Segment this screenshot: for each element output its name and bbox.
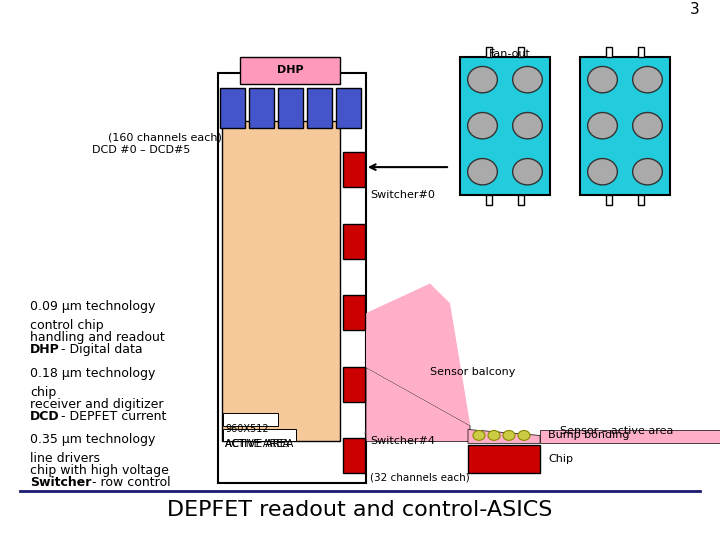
Text: Chip: Chip bbox=[548, 454, 573, 464]
Text: 0.09 μm technology: 0.09 μm technology bbox=[30, 300, 156, 313]
Text: - Digital data: - Digital data bbox=[57, 343, 143, 356]
Bar bbox=[220, 88, 245, 127]
Ellipse shape bbox=[633, 66, 662, 93]
Text: 960X512: 960X512 bbox=[225, 423, 269, 434]
Text: - DEPFET current: - DEPFET current bbox=[57, 410, 166, 423]
Ellipse shape bbox=[468, 159, 498, 185]
Text: Fan-out: Fan-out bbox=[489, 49, 531, 59]
Ellipse shape bbox=[488, 430, 500, 440]
Text: Sensor – active area: Sensor – active area bbox=[560, 426, 673, 436]
Text: DCD: DCD bbox=[30, 410, 60, 423]
Ellipse shape bbox=[633, 112, 662, 139]
Bar bbox=[486, 47, 492, 57]
Ellipse shape bbox=[513, 112, 542, 139]
Ellipse shape bbox=[468, 112, 498, 139]
Ellipse shape bbox=[513, 159, 542, 185]
Text: 3: 3 bbox=[690, 2, 700, 17]
Text: DHP: DHP bbox=[276, 65, 303, 76]
Bar bbox=[638, 195, 644, 205]
Text: ACTIVE AREA: ACTIVE AREA bbox=[225, 440, 289, 449]
Bar bbox=[540, 429, 720, 443]
Bar bbox=[218, 73, 366, 483]
Polygon shape bbox=[366, 367, 470, 441]
Bar bbox=[343, 367, 365, 402]
Bar bbox=[518, 47, 524, 57]
Text: chip with high voltage: chip with high voltage bbox=[30, 464, 169, 477]
Text: 0.18 μm technology: 0.18 μm technology bbox=[30, 367, 156, 380]
Ellipse shape bbox=[588, 112, 617, 139]
Bar bbox=[278, 88, 303, 127]
Bar bbox=[518, 195, 524, 205]
Text: Bump bonding: Bump bonding bbox=[548, 430, 629, 441]
Ellipse shape bbox=[633, 159, 662, 185]
Text: (160 channels each): (160 channels each) bbox=[108, 133, 222, 143]
Bar bbox=[222, 121, 340, 441]
Text: (32 channels each): (32 channels each) bbox=[370, 473, 469, 483]
Bar bbox=[343, 152, 365, 187]
Bar bbox=[343, 295, 365, 330]
Bar bbox=[460, 57, 550, 195]
Text: Sensor balcony: Sensor balcony bbox=[430, 367, 516, 377]
Bar bbox=[240, 57, 340, 84]
Bar bbox=[638, 47, 644, 57]
Text: Switcher#4: Switcher#4 bbox=[370, 436, 435, 447]
Ellipse shape bbox=[518, 430, 530, 440]
Ellipse shape bbox=[468, 66, 498, 93]
Bar bbox=[223, 429, 296, 441]
Text: control chip: control chip bbox=[30, 319, 104, 332]
Polygon shape bbox=[366, 284, 470, 426]
Bar bbox=[468, 446, 540, 473]
Ellipse shape bbox=[588, 159, 617, 185]
Text: receiver and digitizer: receiver and digitizer bbox=[30, 398, 163, 411]
Ellipse shape bbox=[473, 430, 485, 440]
Bar bbox=[606, 195, 612, 205]
Ellipse shape bbox=[503, 430, 515, 440]
Bar bbox=[343, 224, 365, 259]
Polygon shape bbox=[365, 397, 468, 434]
Text: 0.35 μm technology: 0.35 μm technology bbox=[30, 434, 156, 447]
Bar bbox=[343, 438, 365, 473]
Text: DHP: DHP bbox=[30, 343, 60, 356]
Text: chip: chip bbox=[30, 386, 56, 399]
Bar bbox=[606, 47, 612, 57]
Bar bbox=[336, 88, 361, 127]
Text: DEPFET readout and control-ASICS: DEPFET readout and control-ASICS bbox=[167, 501, 553, 521]
Text: DCD #0 – DCD#5: DCD #0 – DCD#5 bbox=[91, 145, 190, 156]
Text: handling and readout: handling and readout bbox=[30, 331, 165, 344]
Bar bbox=[580, 57, 670, 195]
Polygon shape bbox=[468, 429, 540, 443]
Bar bbox=[486, 195, 492, 205]
Text: Switcher#0: Switcher#0 bbox=[370, 190, 435, 200]
Bar bbox=[307, 88, 332, 127]
Text: ACTIVE AREA: ACTIVE AREA bbox=[225, 440, 293, 449]
Bar bbox=[223, 413, 278, 426]
Text: - row control: - row control bbox=[88, 476, 171, 489]
Bar bbox=[249, 88, 274, 127]
Text: Switcher: Switcher bbox=[30, 476, 91, 489]
Polygon shape bbox=[366, 382, 470, 441]
Ellipse shape bbox=[513, 66, 542, 93]
Text: line drivers: line drivers bbox=[30, 452, 100, 465]
Ellipse shape bbox=[588, 66, 617, 93]
